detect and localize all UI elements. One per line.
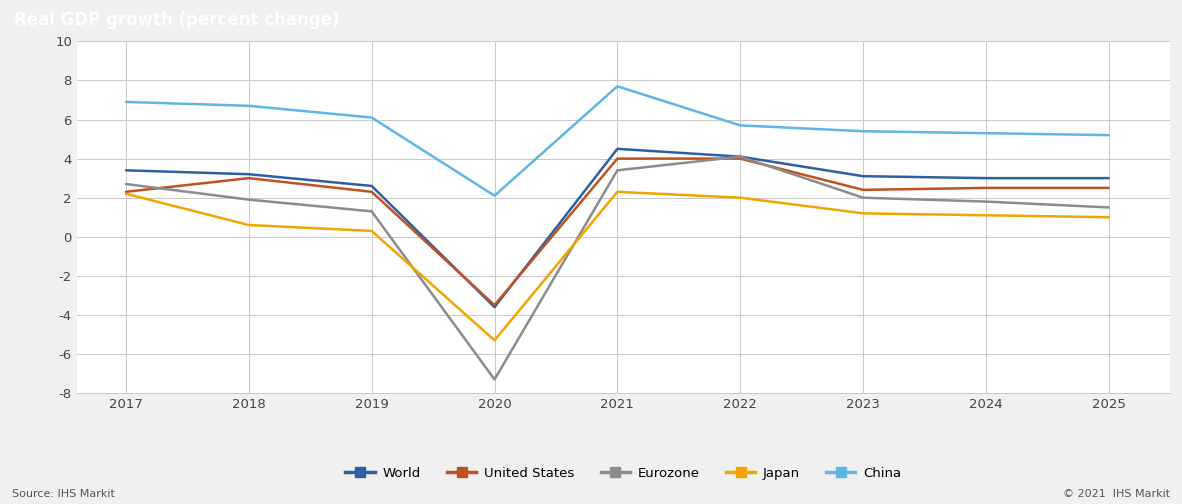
United States [242,175,256,181]
China [364,114,378,120]
Japan [733,195,747,201]
United States [1102,185,1116,191]
United States [487,302,501,308]
Eurozone [487,376,501,383]
China [856,128,870,134]
Japan [1102,214,1116,220]
Text: © 2021  IHS Markit: © 2021 IHS Markit [1063,489,1170,499]
Eurozone [1102,205,1116,211]
United States [610,156,624,162]
World [610,146,624,152]
United States [979,185,993,191]
World [242,171,256,177]
China [119,99,134,105]
Line: China: China [126,86,1109,196]
Japan [487,337,501,343]
Line: World: World [126,149,1109,307]
Japan [119,191,134,197]
Japan [856,210,870,216]
World [733,154,747,160]
United States [733,156,747,162]
Eurozone [364,208,378,214]
Text: Source: IHS Markit: Source: IHS Markit [12,489,115,499]
United States [119,189,134,195]
China [733,122,747,129]
China [487,193,501,199]
Japan [610,189,624,195]
Line: United States: United States [126,159,1109,305]
Eurozone [119,181,134,187]
World [119,167,134,173]
Eurozone [242,197,256,203]
World [979,175,993,181]
Line: Japan: Japan [126,192,1109,340]
Eurozone [733,154,747,160]
China [242,103,256,109]
World [364,183,378,189]
Japan [242,222,256,228]
World [1102,175,1116,181]
Eurozone [610,167,624,173]
Line: Eurozone: Eurozone [126,157,1109,380]
Japan [364,228,378,234]
China [979,130,993,136]
Legend: World, United States, Eurozone, Japan, China: World, United States, Eurozone, Japan, C… [340,461,907,485]
Text: Real GDP growth (percent change): Real GDP growth (percent change) [14,11,339,29]
Eurozone [979,199,993,205]
United States [364,189,378,195]
China [610,83,624,89]
United States [856,187,870,193]
Japan [979,212,993,218]
China [1102,132,1116,138]
World [487,304,501,310]
World [856,173,870,179]
Eurozone [856,195,870,201]
